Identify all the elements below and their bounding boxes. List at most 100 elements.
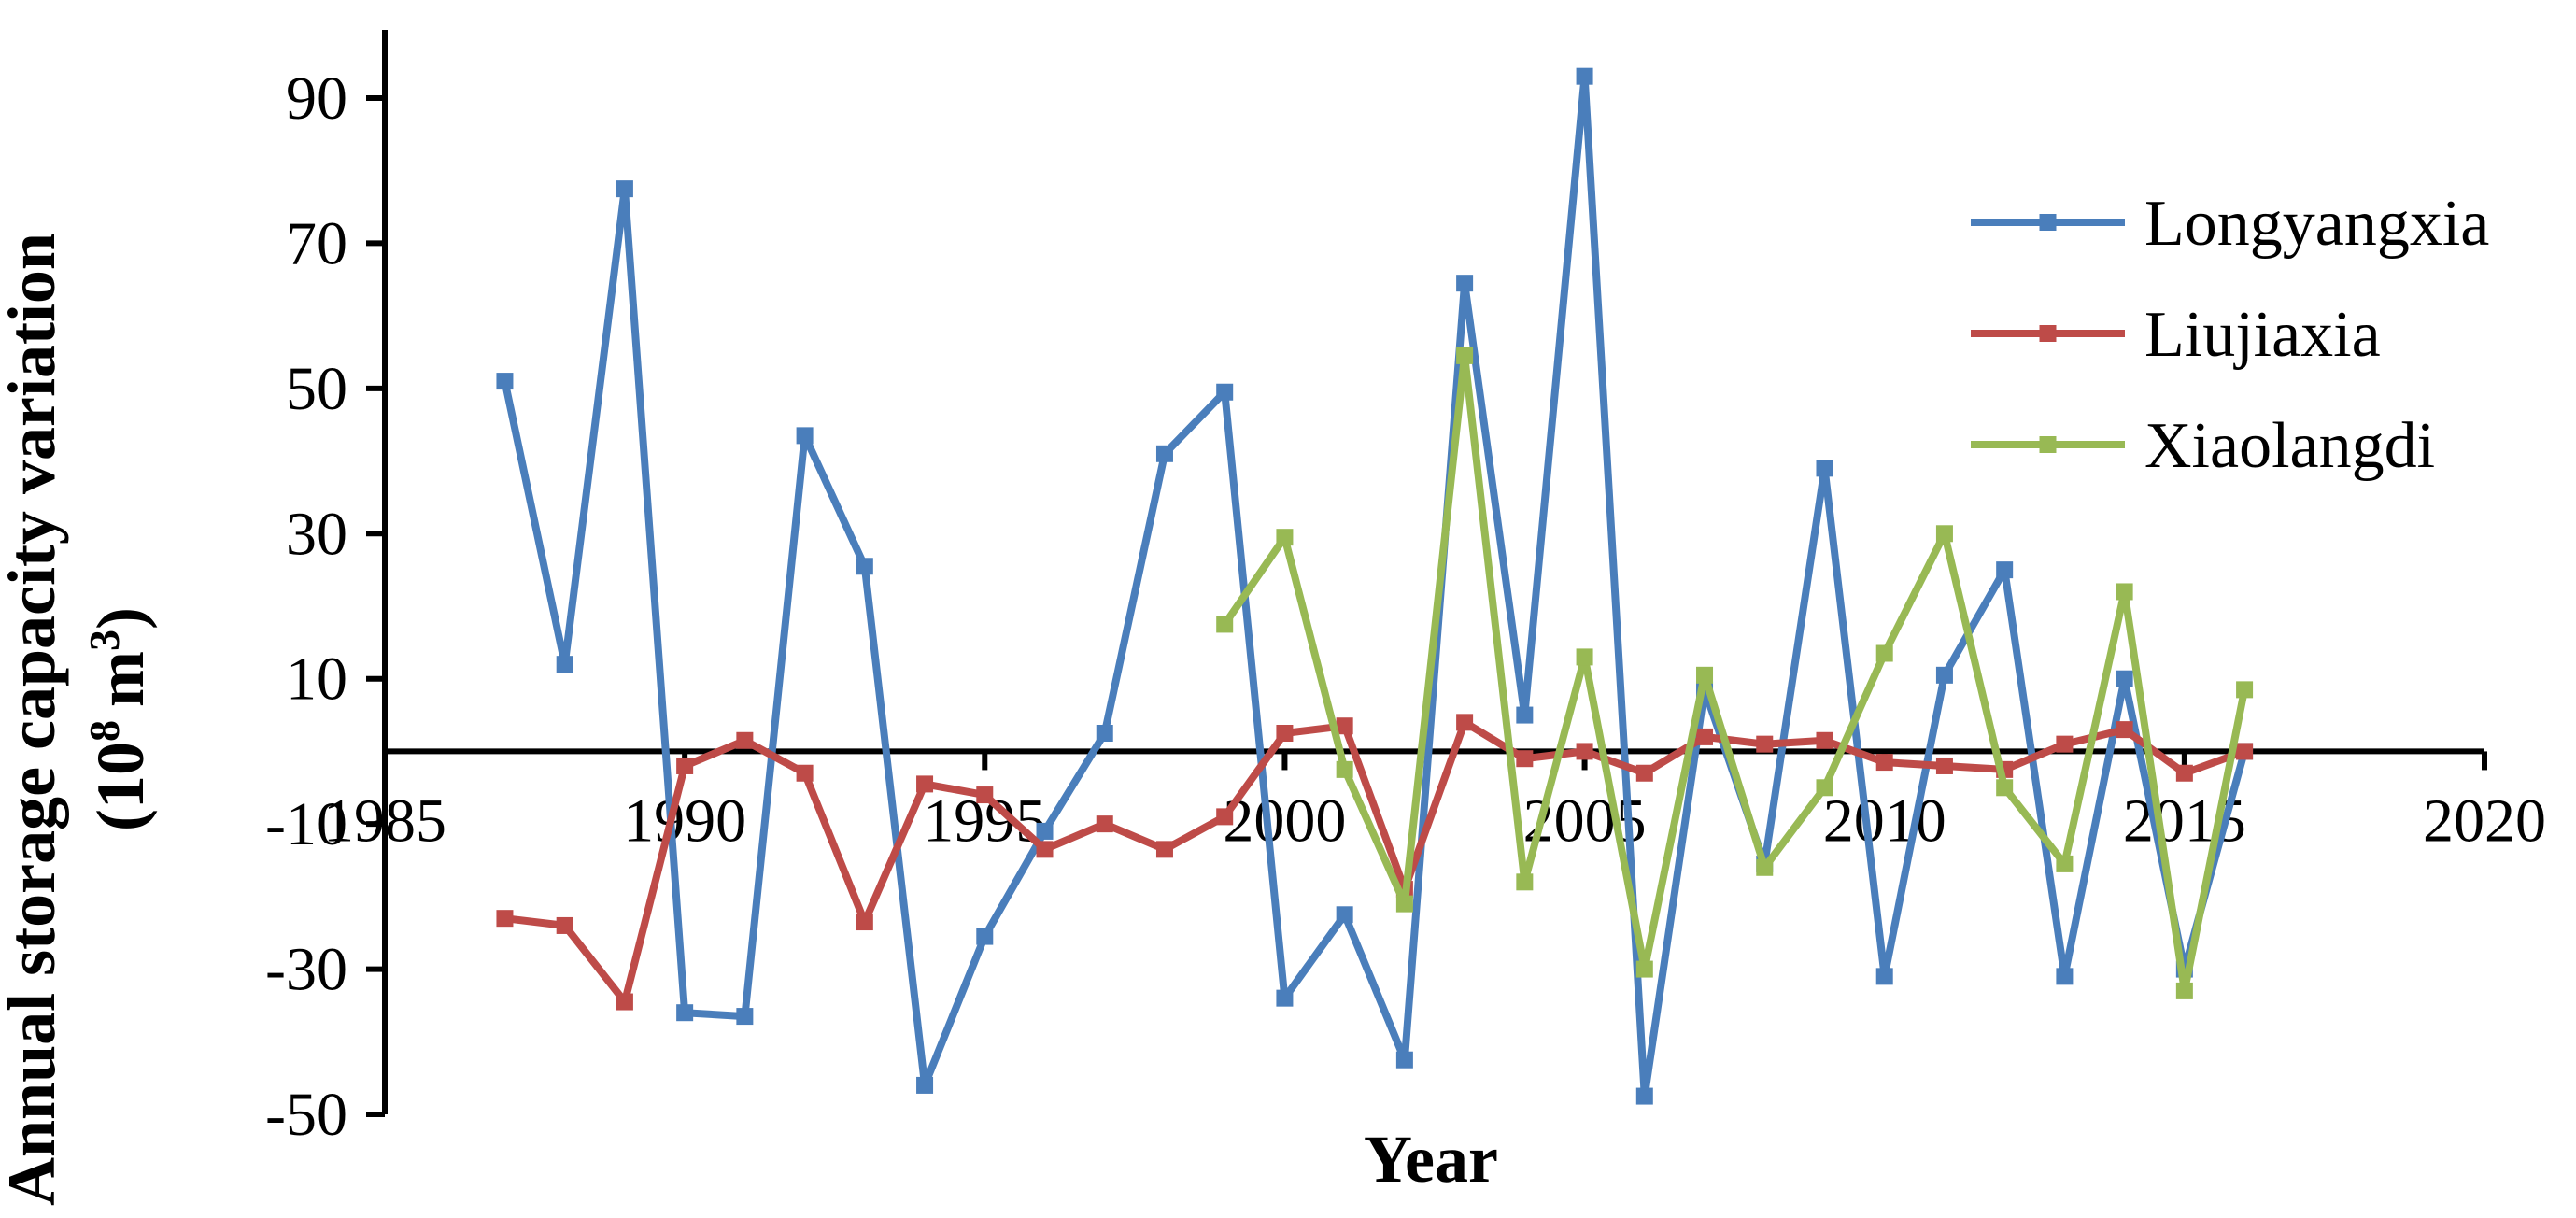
data-point-longyangxia [1276,989,1294,1007]
data-point-xiaolangdi [2236,681,2254,699]
y-tick-label: 10 [286,645,347,714]
data-point-xiaolangdi [2116,583,2133,601]
data-point-liujiaxia [676,757,694,774]
x-tick-label: 2020 [2423,786,2546,855]
data-point-xiaolangdi [2056,855,2074,872]
data-point-longyangxia [736,1008,754,1026]
data-point-xiaolangdi [1336,760,1353,778]
y-axis-title-unit: (108m3) [80,607,158,831]
legend-label: Xiaolangdi [2144,410,2435,482]
data-point-longyangxia [556,656,573,673]
data-point-longyangxia [1996,561,2014,579]
data-point-liujiaxia [1576,743,1593,760]
data-point-liujiaxia [1756,735,1774,753]
data-point-xiaolangdi [1756,858,1774,876]
data-point-longyangxia [916,1076,934,1094]
data-point-xiaolangdi [1216,616,1234,633]
data-point-longyangxia [856,558,873,575]
data-point-liujiaxia [856,914,873,931]
data-point-liujiaxia [916,775,934,793]
data-point-longyangxia [616,180,633,198]
data-point-liujiaxia [1816,731,1833,749]
y-tick-labels: -50 -30 -10 10 30 50 70 90 [265,64,347,1149]
x-axis-title: Year [1364,1122,1498,1197]
legend-label: Longyangxia [2144,188,2489,260]
data-point-longyangxia [1875,968,1893,985]
x-tick-label: 2000 [1223,786,1346,855]
data-point-liujiaxia [1155,841,1173,858]
y-tick-label: -30 [265,936,347,1004]
data-point-longyangxia [1635,1087,1653,1105]
series-line-xiaolangdi [1221,351,2249,995]
x-tick-label: 2010 [1823,786,1946,855]
data-point-longyangxia [496,373,514,390]
legend-item-liujiaxia: Liujiaxia [1971,299,2381,371]
legend-item-longyangxia: Longyangxia [1971,188,2489,260]
data-point-xiaolangdi [1635,960,1653,978]
x-tick-label: 1990 [623,786,746,855]
data-point-longyangxia [1935,666,1953,684]
y-tick-label: 50 [286,355,347,423]
data-point-xiaolangdi [1816,779,1833,797]
y-axis-title: Annual storage capacity variation (108m3… [0,233,158,1206]
data-point-xiaolangdi [1875,644,1893,662]
data-point-longyangxia [1516,706,1534,724]
data-point-liujiaxia [796,764,814,782]
x-tick-label: 1985 [323,786,446,855]
data-point-liujiaxia [1696,728,1714,745]
data-point-longyangxia [976,928,994,945]
y-axis-title-line1: Annual storage capacity variation [0,233,69,1206]
data-point-xiaolangdi [1276,529,1294,546]
legend-item-xiaolangdi: Xiaolangdi [1971,410,2435,482]
data-point-longyangxia [1096,725,1113,742]
data-point-liujiaxia [1516,750,1534,768]
data-point-liujiaxia [496,910,514,928]
series-line-longyangxia [501,72,2248,1100]
data-point-liujiaxia [1036,841,1054,858]
y-unit-exp1: 8 [80,720,128,742]
data-point-longyangxia [1336,906,1353,924]
data-point-liujiaxia [1216,808,1234,826]
data-point-liujiaxia [1336,717,1353,735]
data-point-liujiaxia [1635,764,1653,782]
data-point-longyangxia [2116,670,2133,687]
data-point-liujiaxia [616,993,633,1011]
data-point-liujiaxia [1276,725,1294,742]
series-longyangxia [496,67,2254,1105]
data-point-xiaolangdi [1996,779,2014,797]
legend-swatch-marker [2039,325,2057,342]
y-tick-label: -50 [265,1081,347,1149]
data-point-liujiaxia [2116,721,2133,739]
data-point-liujiaxia [556,916,573,934]
data-point-xiaolangdi [1696,666,1714,684]
data-point-xiaolangdi [1456,347,1474,364]
data-point-liujiaxia [736,731,754,749]
data-point-liujiaxia [2236,743,2254,760]
data-point-xiaolangdi [1935,525,1953,543]
y-tick-label: 70 [286,209,347,277]
data-point-liujiaxia [1935,757,1953,774]
data-point-longyangxia [796,427,814,445]
data-point-liujiaxia [1096,815,1113,833]
series-line-liujiaxia [504,718,2246,1006]
data-point-longyangxia [1216,383,1234,401]
data-point-liujiaxia [2056,735,2074,753]
chart-axes [366,30,2487,1117]
y-unit-base: 10 [83,742,158,809]
y-unit-exp2: 3 [80,630,128,651]
legend-label: Liujiaxia [2144,299,2381,371]
data-point-liujiaxia [1456,714,1474,731]
data-point-xiaolangdi [2175,982,2193,999]
legend-swatch-marker [2039,214,2057,231]
y-tick-label: -10 [265,790,347,858]
data-point-longyangxia [676,1004,694,1022]
series-xiaolangdi [1216,347,2254,999]
legend-swatch-marker [2039,436,2057,453]
data-point-longyangxia [1456,275,1474,292]
data-point-xiaolangdi [1395,895,1413,913]
data-point-longyangxia [2056,968,2074,985]
legend: Longyangxia Liujiaxia Xiaolangdi [1971,188,2489,482]
data-point-xiaolangdi [1516,873,1534,891]
y-tick-label: 90 [286,64,347,133]
